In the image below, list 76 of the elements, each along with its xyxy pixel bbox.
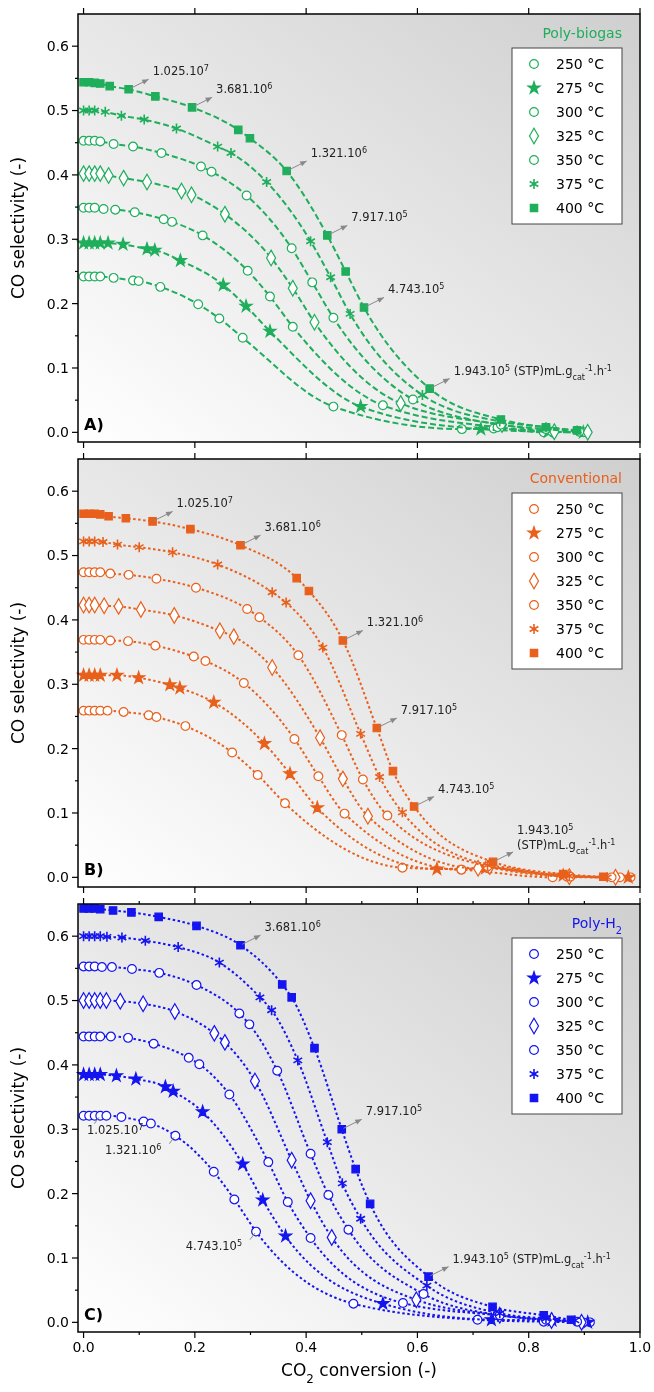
legend-label: 275 °C — [556, 79, 605, 96]
annotation: 1.943.10$^{5}$ (STP)mL.g$_{cat}$$^{-1}$.h$^{-1}$ — [453, 363, 612, 382]
y-axis-title: CO selectivity (-) — [8, 156, 28, 300]
x-tick-label: 0.2 — [183, 1339, 206, 1355]
legend-label: 250 °C — [556, 55, 605, 72]
legend-label: 375 °C — [556, 620, 605, 637]
legend-label: 400 °C — [556, 644, 605, 661]
annotation: 1.943.10$^{5}$ (STP)mL.g$_{cat}$$^{-1}$.h$^{-1}$ — [517, 822, 616, 856]
y-tick-label: 0.4 — [46, 166, 70, 183]
legend-label: 350 °C — [556, 151, 605, 168]
annotation: 3.681.10$^{6}$ — [216, 81, 273, 97]
legend-label: 325 °C — [556, 127, 605, 144]
y-tick-label: 0.0 — [46, 1314, 69, 1331]
annotation: 7.917.10$^{5}$ — [351, 209, 408, 225]
annotation: 1.321.10$^{6}$ — [105, 1142, 162, 1157]
y-tick-label: 0.2 — [46, 1185, 69, 1202]
annotation: 3.681.10$^{6}$ — [264, 919, 321, 935]
annotation: 1.025.10$^{7}$ — [176, 495, 233, 511]
annotation: 4.743.10$^{5}$ — [388, 281, 445, 297]
legend-title: Conventional — [529, 470, 622, 486]
y-axis-title: CO selectivity (-) — [8, 601, 28, 745]
legend-label: 375 °C — [556, 175, 605, 192]
legend-label: 350 °C — [556, 596, 605, 613]
y-tick-label: 0.0 — [46, 424, 69, 441]
y-tick-label: 0.5 — [46, 547, 69, 564]
y-tick-label: 0.4 — [46, 1056, 70, 1073]
legend-label: 400 °C — [556, 1089, 605, 1106]
legend-label: 400 °C — [556, 199, 605, 216]
annotation: C) — [84, 1305, 104, 1324]
legend-label: 300 °C — [556, 548, 605, 565]
y-axis-title: CO selectivity (-) — [8, 1046, 28, 1190]
legend-label: 375 °C — [556, 1065, 605, 1082]
annotation: 7.917.10$^{5}$ — [365, 1103, 423, 1119]
legend-label: 250 °C — [556, 500, 605, 517]
annotation: A) — [84, 415, 104, 434]
x-tick-label: 1.0 — [628, 1339, 652, 1355]
annotation: 7.917.10$^{5}$ — [400, 702, 458, 718]
y-tick-label: 0.3 — [46, 1121, 69, 1138]
annotation: 4.743.10$^{5}$ — [438, 781, 495, 796]
annotation: 1.025.10$^{7}$ — [152, 63, 209, 79]
y-tick-label: 0.2 — [46, 740, 69, 757]
x-axis-title: CO$_{2}$ conversion (-) — [281, 1360, 437, 1386]
annotation: 1.321.10$^{6}$ — [310, 145, 368, 161]
x-tick-label: 0.8 — [517, 1339, 540, 1355]
y-tick-label: 0.6 — [46, 38, 70, 55]
y-tick-label: 0.2 — [46, 295, 69, 312]
annotation: B) — [84, 860, 104, 879]
y-tick-label: 0.3 — [46, 676, 69, 693]
legend-label: 350 °C — [556, 1041, 605, 1058]
legend-label: 250 °C — [556, 945, 605, 962]
legend-label: 325 °C — [556, 572, 605, 589]
y-tick-label: 0.5 — [46, 992, 69, 1009]
legend-label: 275 °C — [556, 524, 605, 541]
y-tick-label: 0.6 — [46, 928, 70, 945]
legend-title: Poly-H$_{2}$ — [571, 915, 622, 936]
y-tick-label: 0.1 — [46, 804, 69, 821]
x-tick-label: 0.6 — [406, 1339, 429, 1355]
annotation: 1.321.10$^{6}$ — [366, 615, 424, 630]
annotation: 1.025.10$^{7}$ — [87, 1122, 144, 1137]
y-tick-label: 0.1 — [46, 359, 69, 376]
x-tick-label: 0.4 — [295, 1339, 318, 1355]
x-tick-label: 0.0 — [72, 1339, 95, 1355]
legend-title: Poly-biogas — [542, 25, 622, 41]
y-tick-label: 0.0 — [46, 869, 69, 886]
legend-label: 300 °C — [556, 103, 605, 120]
legend-label: 300 °C — [556, 993, 605, 1010]
y-tick-label: 0.3 — [46, 231, 69, 248]
legend-label: 275 °C — [556, 969, 605, 986]
y-tick-label: 0.6 — [46, 483, 70, 500]
y-tick-label: 0.5 — [46, 102, 69, 119]
y-tick-label: 0.1 — [46, 1249, 69, 1266]
legend-label: 325 °C — [556, 1017, 605, 1034]
annotation: 1.943.10$^{5}$ (STP)mL.g$_{cat}$$^{-1}$.h$^{-1}$ — [452, 1251, 611, 1270]
annotation: 3.681.10$^{6}$ — [264, 519, 321, 535]
annotation: 4.743.10$^{5}$ — [185, 1238, 243, 1253]
y-tick-label: 0.4 — [46, 611, 70, 628]
